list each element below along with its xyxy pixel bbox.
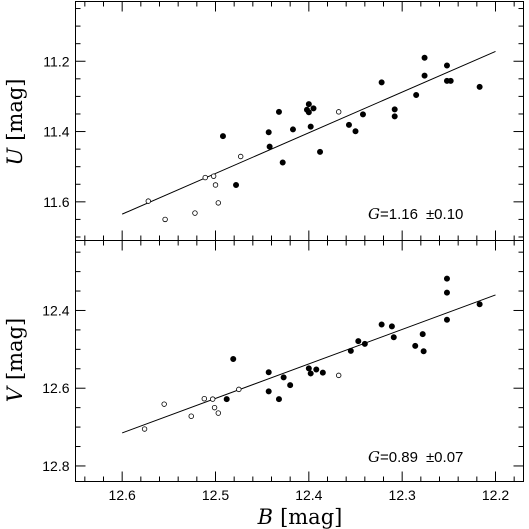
top-annotation: G=1.16 ±0.10 <box>368 205 463 223</box>
bottom-annotation-value: =0.89 <box>380 449 418 466</box>
top-y-axis-label: U [mag] <box>3 79 27 166</box>
top-open-point <box>237 153 244 160</box>
bottom-filled-point <box>287 382 294 389</box>
bottom-filled-point <box>443 289 450 296</box>
top-filled-point <box>378 79 385 86</box>
bottom-open-point <box>188 413 194 419</box>
bottom-fit-line <box>121 294 496 434</box>
top-fit-line <box>121 50 496 215</box>
bottom-filled-point <box>378 321 385 328</box>
top-filled-point <box>219 133 226 140</box>
top-filled-point <box>305 101 312 108</box>
bottom-filled-point <box>443 275 450 282</box>
bottom-annotation-var: G <box>368 448 380 466</box>
bottom-open-point <box>161 401 167 407</box>
bottom-y-axis-unit: [mag] <box>3 318 27 380</box>
top-filled-point <box>476 83 483 90</box>
x-tick-label: 12.4 <box>295 487 322 503</box>
top-annotation-value: =1.16 <box>380 206 418 223</box>
x-tick-label: 12.3 <box>389 487 416 503</box>
bottom-filled-point <box>223 396 230 403</box>
top-annotation-var: G <box>368 205 380 223</box>
bottom-filled-point <box>420 348 427 355</box>
top-open-point <box>162 216 168 223</box>
top-filled-point <box>233 181 240 188</box>
top-open-point <box>210 173 217 179</box>
top-filled-point <box>310 105 317 112</box>
top-open-point <box>192 210 198 216</box>
top-y-axis-var: U <box>3 146 27 165</box>
bottom-filled-point <box>265 369 272 376</box>
top-filled-point <box>421 54 428 61</box>
x-tick-label: 12.2 <box>482 487 509 503</box>
top-filled-point <box>352 128 359 135</box>
top-y-axis-unit: [mag] <box>3 79 27 141</box>
bottom-filled-point <box>390 334 397 341</box>
bottom-open-point <box>215 410 221 416</box>
top-filled-point <box>266 143 273 150</box>
x-axis-label: B [mag] <box>257 505 343 529</box>
top-filled-point <box>391 113 398 120</box>
bottom-filled-point <box>361 340 368 347</box>
x-tick-label: 12.6 <box>109 487 136 503</box>
top-y-tick-label: 11.2 <box>43 53 69 69</box>
bottom-annotation-err: ±0.07 <box>426 449 463 466</box>
bottom-filled-point <box>443 316 450 323</box>
top-open-point <box>202 174 208 181</box>
top-open-point <box>215 200 221 206</box>
bottom-open-point <box>236 386 242 393</box>
top-filled-point <box>447 77 454 84</box>
bottom-filled-point <box>313 366 320 373</box>
bottom-filled-point <box>280 374 287 381</box>
top-annotation-err: ±0.10 <box>426 206 463 223</box>
top-y-tick-label: 11.4 <box>43 124 69 140</box>
top-filled-point <box>443 62 450 69</box>
top-filled-point <box>359 111 366 118</box>
bottom-filled-point <box>347 347 354 354</box>
top-filled-point <box>289 126 296 133</box>
top-filled-point <box>345 121 352 128</box>
x-tick-label: 12.5 <box>202 487 229 503</box>
bottom-y-tick-label: 12.6 <box>42 380 69 396</box>
bottom-open-point <box>211 404 218 411</box>
top-filled-point <box>413 91 420 98</box>
bottom-filled-point <box>307 370 314 377</box>
top-filled-point <box>391 106 398 113</box>
top-open-point <box>212 182 219 188</box>
plot-frame <box>75 1 524 482</box>
top-filled-point <box>317 148 324 155</box>
bottom-filled-point <box>319 369 326 376</box>
bottom-filled-point <box>476 301 483 308</box>
top-filled-point <box>275 108 282 115</box>
top-open-point <box>336 109 342 115</box>
bottom-filled-point <box>355 338 362 345</box>
bottom-annotation: G=0.89 ±0.07 <box>368 448 463 466</box>
x-axis-var: B <box>257 505 273 529</box>
bottom-open-point <box>336 372 342 379</box>
top-open-point <box>145 198 151 204</box>
x-axis-unit: [mag] <box>280 505 342 529</box>
bottom-filled-point <box>275 396 282 403</box>
chart-marks: 11.2 11.4 11.6 12.4 12.6 12.8 12.6 12.5 12.4 12.3… <box>42 1 524 503</box>
top-filled-point <box>279 159 286 166</box>
top-filled-point <box>421 72 428 79</box>
bottom-filled-point <box>419 331 426 338</box>
bottom-filled-point <box>388 323 395 330</box>
bottom-open-point <box>141 426 148 432</box>
top-filled-point <box>307 123 314 130</box>
top-filled-point <box>265 129 272 136</box>
bottom-y-tick-label: 12.8 <box>42 458 69 474</box>
top-y-tick-label: 11.6 <box>43 194 69 210</box>
bottom-filled-point <box>265 388 272 395</box>
bottom-open-point <box>209 396 216 402</box>
bottom-y-tick-label: 12.4 <box>42 302 69 318</box>
bottom-y-axis-var: V <box>3 385 27 402</box>
bottom-open-point <box>201 396 207 402</box>
bottom-filled-point <box>412 342 419 349</box>
bottom-y-axis-label: V [mag] <box>3 318 27 402</box>
bottom-filled-point <box>305 365 312 372</box>
bottom-filled-point <box>230 356 237 363</box>
top-filled-point <box>305 109 312 116</box>
